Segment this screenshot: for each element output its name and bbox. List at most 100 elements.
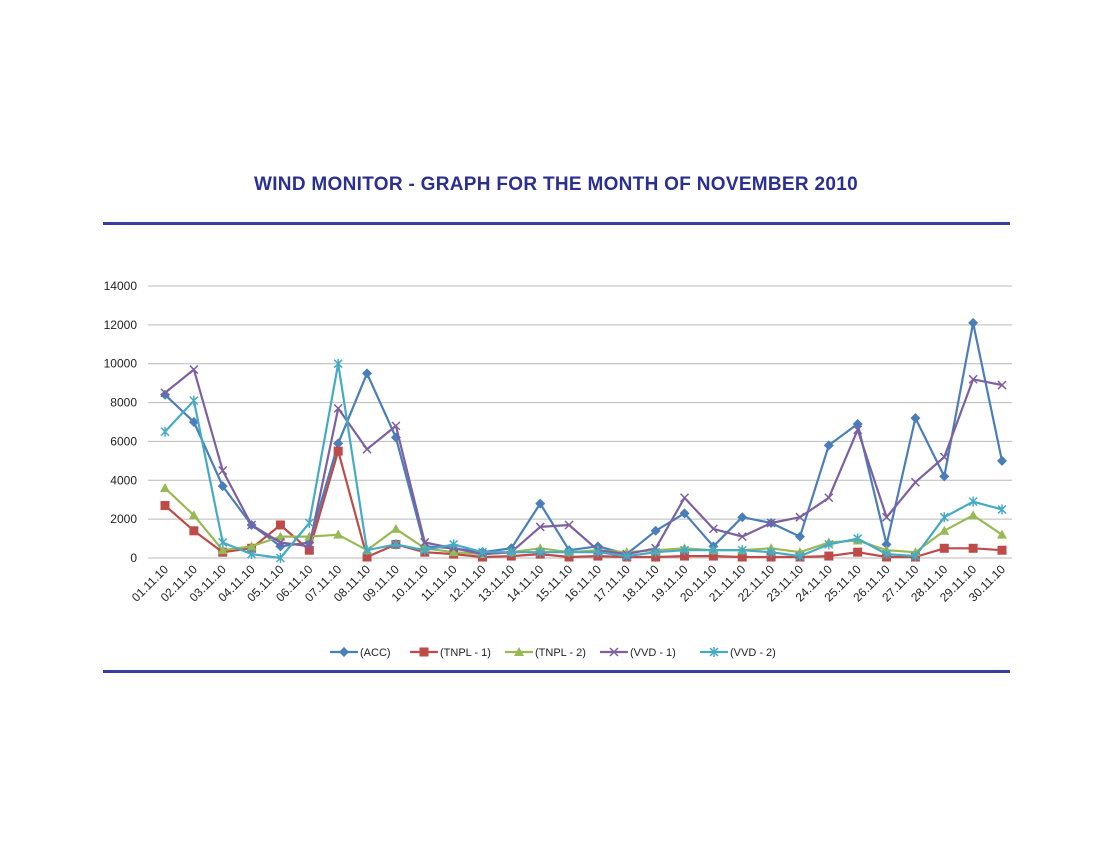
series-lines: [160, 317, 1007, 563]
data-point-star: [160, 426, 170, 437]
data-point-square: [968, 543, 978, 553]
data-point-square: [304, 545, 314, 555]
data-point-x: [939, 452, 949, 462]
data-point-star: [939, 512, 949, 523]
data-point-triangle: [968, 510, 979, 520]
data-point-star: [449, 539, 459, 550]
legend-item: (ACC): [330, 647, 391, 659]
data-point-x: [882, 512, 892, 522]
data-point-star: [679, 545, 690, 556]
data-point-diamond: [910, 413, 921, 424]
data-point-diamond: [939, 471, 950, 482]
data-point-triangle: [275, 531, 286, 541]
data-point-star: [824, 539, 834, 550]
data-point-square: [419, 647, 429, 657]
data-point-x: [564, 520, 574, 530]
data-point-triangle: [246, 541, 257, 551]
data-point-x: [160, 388, 170, 398]
data-point-star: [506, 547, 516, 558]
data-point-diamond: [535, 498, 546, 509]
gridlines: [148, 285, 1012, 559]
data-point-x: [189, 365, 199, 375]
data-point-star: [304, 518, 314, 529]
series-line: [164, 368, 1003, 556]
data-point-star: [766, 547, 776, 558]
data-point-star: [564, 547, 574, 558]
data-point-square: [997, 545, 1007, 555]
y-tick-label: 6000: [110, 434, 137, 448]
data-point-x: [420, 537, 430, 547]
data-point-triangle: [939, 525, 950, 535]
data-point-square: [853, 547, 863, 557]
data-point-star: [247, 549, 257, 560]
data-point-x: [910, 477, 920, 487]
x-axis-ticks: 01.11.1002.11.1003.11.1004.11.1005.11.10…: [129, 562, 1009, 605]
y-tick-label: 12000: [104, 318, 138, 332]
data-point-star: [333, 358, 343, 369]
data-point-x: [333, 403, 343, 413]
data-point-square: [275, 520, 285, 530]
data-point-triangle: [997, 529, 1007, 539]
data-point-x: [795, 512, 805, 522]
data-point-diamond: [679, 508, 690, 519]
data-point-star: [420, 545, 430, 556]
data-point-diamond: [997, 455, 1007, 466]
data-point-star: [651, 547, 661, 558]
legend-item: (TNPL - 1): [410, 647, 491, 659]
series-3: [160, 365, 1007, 559]
data-point-diamond: [737, 512, 748, 523]
data-point-triangle: [333, 529, 344, 539]
data-point-star: [997, 504, 1007, 515]
data-point-star: [362, 545, 372, 556]
data-point-diamond: [650, 525, 661, 536]
data-point-square: [189, 526, 199, 536]
data-point-star: [189, 395, 199, 406]
legend-label: (VVD - 2): [730, 647, 776, 659]
data-point-square: [737, 552, 747, 562]
data-point-triangle: [160, 483, 170, 493]
y-tick-label: 8000: [110, 396, 137, 410]
data-point-star: [737, 545, 747, 556]
y-tick-label: 4000: [110, 473, 137, 487]
series-0: [160, 317, 1007, 560]
data-point-diamond: [188, 417, 199, 427]
data-point-x: [737, 532, 747, 542]
data-point-star: [709, 647, 719, 657]
legend-label: (ACC): [360, 647, 391, 659]
data-point-square: [333, 446, 343, 456]
data-point-diamond: [160, 389, 170, 400]
data-point-star: [477, 547, 488, 558]
y-tick-label: 2000: [110, 512, 137, 526]
legend-label: (VVD - 1): [630, 647, 676, 659]
legend-label: (TNPL - 2): [535, 647, 586, 659]
data-point-diamond: [881, 539, 892, 550]
data-point-x: [218, 466, 228, 476]
series-line: [164, 362, 1003, 560]
data-point-diamond: [217, 481, 228, 492]
y-tick-label: 10000: [104, 357, 138, 371]
data-point-x: [766, 518, 776, 528]
data-point-star: [275, 553, 285, 563]
data-point-diamond: [794, 531, 805, 542]
legend-label: (TNPL - 1): [440, 647, 491, 659]
data-point-x: [679, 493, 690, 503]
data-point-x: [853, 425, 863, 435]
data-point-triangle: [448, 547, 459, 557]
data-point-star: [593, 547, 603, 558]
legend-item: (VVD - 2): [700, 647, 776, 659]
series-4: [160, 358, 1007, 563]
data-point-star: [853, 533, 863, 544]
data-point-x: [275, 537, 285, 547]
y-tick-label: 14000: [104, 279, 138, 293]
data-point-triangle: [390, 523, 401, 533]
bottom-divider-rule: [103, 670, 1010, 673]
chart-title: WIND MONITOR - GRAPH FOR THE MONTH OF NO…: [254, 174, 858, 195]
data-point-square: [362, 552, 372, 562]
data-point-x: [391, 421, 401, 431]
data-point-x: [304, 541, 314, 551]
data-point-x: [535, 522, 545, 532]
data-point-star: [218, 537, 228, 548]
data-point-star: [708, 545, 718, 556]
legend: (ACC) (TNPL - 1) (TNPL - 2) (VVD - 1) (VVD -…: [330, 647, 776, 659]
data-point-star: [795, 551, 805, 562]
